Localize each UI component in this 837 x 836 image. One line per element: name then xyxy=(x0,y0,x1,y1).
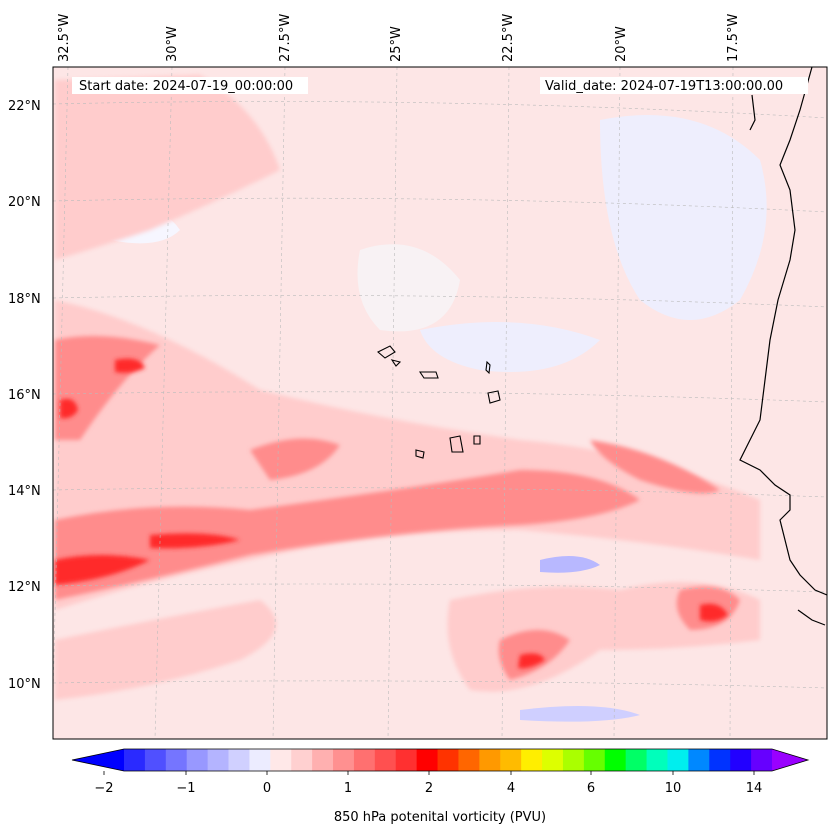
colorbar-segment xyxy=(542,749,564,771)
colorbar-segment xyxy=(500,749,522,771)
colorbar-tick-label: −1 xyxy=(176,781,195,796)
colorbar-segment xyxy=(312,749,334,771)
colorbar-segment xyxy=(353,749,376,771)
lat-label: 10°N xyxy=(8,677,41,692)
coastline xyxy=(739,67,827,626)
colorbar-extend-max xyxy=(772,749,808,771)
colorbar-segment xyxy=(249,749,271,771)
colorbar-outline xyxy=(71,748,810,772)
valid-date-label: Valid_date: 2024-07-19T13:00:00.00 xyxy=(545,79,783,94)
lat-label: 14°N xyxy=(8,484,41,499)
colorbar-segment xyxy=(437,749,459,771)
colorbar-title: 850 hPa potenital vorticity (PVU) xyxy=(334,810,546,825)
colorbar-segment xyxy=(604,749,627,771)
lat-label: 16°N xyxy=(8,388,41,403)
colorbar-ticks: −2 −1 0 1 2 4 6 10 14 xyxy=(94,781,762,796)
colorbar-segment xyxy=(374,749,397,771)
lon-label: 20°W xyxy=(614,26,629,62)
colorbar-segment xyxy=(395,749,418,771)
colorbar-segment xyxy=(270,749,292,771)
start-date-label: Start date: 2024-07-19_00:00:00 xyxy=(79,79,293,94)
start-date-box xyxy=(72,77,308,94)
colorbar-segment xyxy=(730,749,752,771)
graticule xyxy=(53,67,827,739)
colorbar-segment xyxy=(625,749,648,771)
longitude-labels: 32.5°W 30°W 27.5°W 25°W 22.5°W 20°W 17.5… xyxy=(57,14,741,62)
colorbar-tick-label: −2 xyxy=(94,781,113,796)
map-panel xyxy=(53,67,827,739)
lon-label: 30°W xyxy=(165,26,180,62)
colorbar-segment xyxy=(165,749,188,771)
lon-label: 27.5°W xyxy=(278,14,293,62)
colorbar-segment xyxy=(709,749,731,771)
valid-date-box xyxy=(540,77,808,94)
colorbar-segment xyxy=(521,749,543,771)
colorbar-tick-label: 10 xyxy=(665,781,682,796)
colorbar-extend-min xyxy=(72,749,124,771)
lon-label: 17.5°W xyxy=(726,14,741,62)
lon-label: 25°W xyxy=(389,26,404,62)
colorbar-segment xyxy=(333,749,355,771)
colorbar-segment xyxy=(667,749,689,771)
high-pv-bands xyxy=(55,336,740,680)
colorbar-tick-label: 14 xyxy=(746,781,763,796)
colorbar-tick-label: 0 xyxy=(263,781,271,796)
colorbar-segment xyxy=(416,749,439,771)
pv-maxima xyxy=(55,358,728,669)
colorbar-segment xyxy=(583,749,606,771)
colorbar-segment xyxy=(186,749,209,771)
colorbar-segment xyxy=(688,749,710,771)
colorbar-segment xyxy=(646,749,668,771)
colorbar xyxy=(71,748,810,775)
colorbar-segment xyxy=(562,749,585,771)
colorbar-segment xyxy=(291,749,313,771)
colorbar-segment xyxy=(458,749,480,771)
lat-label: 20°N xyxy=(8,195,41,210)
lat-label: 12°N xyxy=(8,580,41,595)
latitude-labels: 22°N 20°N 18°N 16°N 14°N 12°N 10°N xyxy=(8,99,41,692)
colorbar-tick-label: 1 xyxy=(344,781,352,796)
colorbar-segment xyxy=(228,749,250,771)
colorbar-tick-label: 4 xyxy=(507,781,515,796)
lat-label: 18°N xyxy=(8,292,41,307)
lon-label: 32.5°W xyxy=(57,14,72,62)
colorbar-segment xyxy=(751,749,773,771)
lat-label: 22°N xyxy=(8,99,41,114)
lon-label: 22.5°W xyxy=(501,14,516,62)
colorbar-segment xyxy=(207,749,230,771)
map-frame xyxy=(52,66,828,740)
colorbar-segment xyxy=(124,749,146,771)
islands xyxy=(377,345,501,459)
colorbar-tick-label: 2 xyxy=(425,781,433,796)
colorbar-segment xyxy=(144,749,167,771)
colorbar-segment xyxy=(479,749,501,771)
colorbar-tick-label: 6 xyxy=(587,781,595,796)
